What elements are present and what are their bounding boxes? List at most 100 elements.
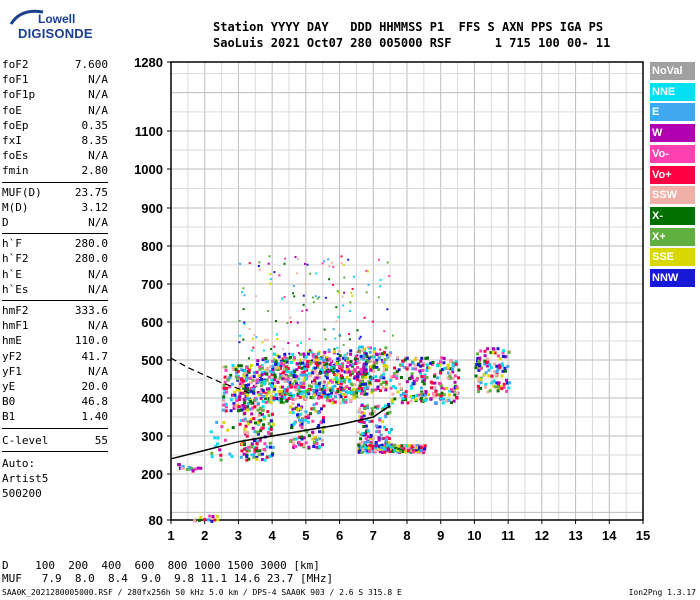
echo-point <box>364 369 368 373</box>
echo-point <box>312 445 316 448</box>
echo-point <box>194 467 198 471</box>
echo-point <box>300 437 304 441</box>
echo-point <box>303 367 307 371</box>
echo-point <box>299 392 303 396</box>
echo-point <box>286 379 290 383</box>
echo-point <box>254 397 258 401</box>
echo-point <box>264 400 268 404</box>
echo-point <box>429 361 433 365</box>
echo-point <box>376 406 380 410</box>
echo-point <box>501 364 505 368</box>
echo-point <box>380 437 384 441</box>
echo-point <box>502 385 506 389</box>
echo-point <box>296 408 299 412</box>
param-separator <box>2 181 108 183</box>
echo-point <box>321 443 324 447</box>
echo-point <box>314 384 318 388</box>
echo-point <box>247 422 251 426</box>
echo-point <box>267 413 271 417</box>
echo-point <box>247 357 250 360</box>
echo-point <box>190 467 194 471</box>
echo-point <box>353 383 357 387</box>
echo-point <box>336 387 340 391</box>
echo-point <box>268 454 272 458</box>
echo-point <box>234 368 238 372</box>
echo-point <box>402 447 406 451</box>
echo-point <box>401 397 405 400</box>
param-row-fmin: fmin 2.80 <box>2 164 108 179</box>
echo-point <box>258 438 262 441</box>
echo-point <box>361 448 365 452</box>
echo-point <box>246 393 249 397</box>
echo-point <box>261 400 265 404</box>
x-tick-label: 10 <box>467 528 481 543</box>
echo-point <box>382 372 386 376</box>
echo-point <box>325 376 329 380</box>
echo-point <box>337 365 341 368</box>
echo-point <box>302 352 306 356</box>
echo-point <box>359 433 363 437</box>
echo-point <box>236 370 240 373</box>
echo-point <box>393 371 397 375</box>
echo-point <box>300 435 304 439</box>
echo-point <box>239 364 243 368</box>
echo-point <box>450 401 453 405</box>
echo-point <box>294 388 298 392</box>
echo-point <box>314 392 318 396</box>
echo-point <box>398 363 402 367</box>
echo-point <box>360 386 364 390</box>
echo-point <box>360 450 364 454</box>
echo-point <box>304 355 308 359</box>
echo-point <box>398 382 401 386</box>
param-name: h`Es <box>2 282 29 296</box>
echo-point <box>311 357 315 361</box>
echo-point <box>245 373 249 377</box>
echo-point <box>223 375 227 379</box>
echo-point <box>290 423 294 427</box>
echo-point <box>346 391 350 395</box>
echo-point <box>211 515 215 518</box>
echo-point <box>439 371 443 375</box>
echo-point <box>187 465 191 469</box>
echo-point <box>302 436 306 440</box>
echo-point <box>289 378 293 382</box>
echo-point <box>273 357 275 360</box>
echo-point <box>281 357 284 360</box>
param-name: M(D) <box>2 200 29 214</box>
echo-point <box>347 258 350 261</box>
echo-point <box>374 449 377 453</box>
echo-point <box>391 449 395 453</box>
echo-point <box>357 347 360 350</box>
param-separator <box>2 233 108 235</box>
echo-point <box>422 399 426 403</box>
echo-point <box>420 393 424 397</box>
echo-point <box>406 401 410 405</box>
echo-point <box>377 436 381 440</box>
echo-point <box>384 444 387 448</box>
echo-point <box>376 404 380 408</box>
echo-point <box>315 374 319 377</box>
echo-point <box>298 395 302 399</box>
echo-point <box>246 383 250 387</box>
echo-point <box>267 387 271 391</box>
echo-point <box>256 359 260 363</box>
y-tick-label: 1000 <box>134 162 163 177</box>
echo-point <box>360 420 364 424</box>
echo-point <box>263 458 267 462</box>
echo-point <box>485 361 489 364</box>
echo-point <box>249 389 253 393</box>
echo-point <box>275 320 277 323</box>
echo-point <box>433 381 437 385</box>
echo-point <box>451 389 454 393</box>
echo-point <box>352 275 355 278</box>
echo-point <box>356 354 359 357</box>
echo-point <box>282 401 285 405</box>
echo-point <box>370 419 374 423</box>
echo-point <box>315 445 319 449</box>
echo-point <box>367 283 370 286</box>
echo-point <box>300 426 304 430</box>
echo-point <box>358 372 362 376</box>
echo-point <box>477 387 480 391</box>
echo-point <box>395 372 399 376</box>
echo-point <box>248 407 252 411</box>
